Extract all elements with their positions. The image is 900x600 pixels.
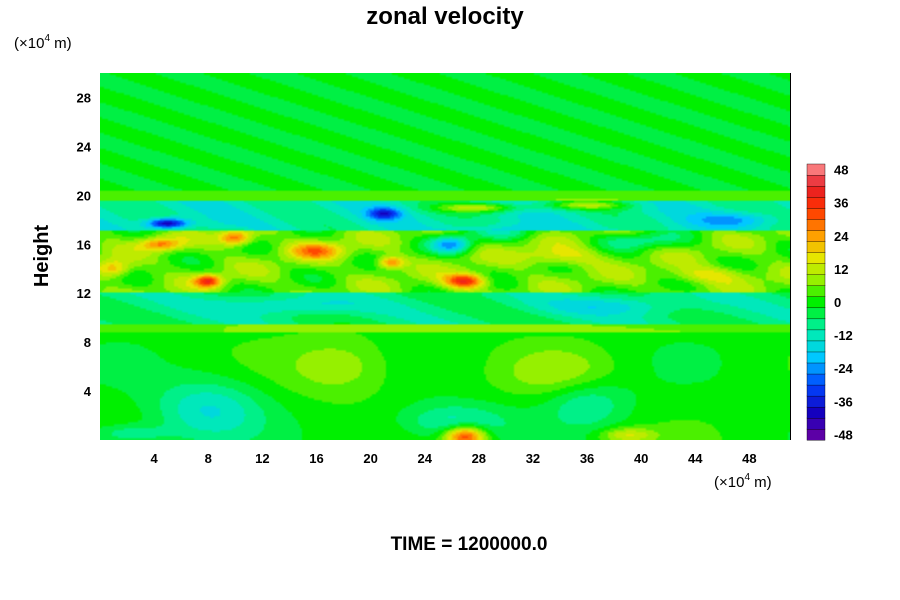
y-tick-label: 24 [77, 139, 92, 154]
y-axis-unit-label: (×104 m) [14, 33, 72, 52]
colorbar-segment [806, 207, 826, 220]
colorbar-segment [806, 384, 826, 397]
x-tick-label: 44 [688, 451, 703, 466]
colorbar-segment [806, 241, 826, 253]
y-axis-ticks: 4 8 12 16 20 24 28 [77, 90, 92, 399]
colorbar-segment [806, 196, 826, 209]
colorbar-segment [806, 428, 826, 441]
colorbar-segment [806, 395, 826, 408]
colorbar-segment [806, 185, 826, 198]
y-tick-label: 28 [77, 90, 91, 105]
x-axis-ticks: 4 8 12 16 20 24 28 32 36 40 44 48 [151, 451, 757, 466]
x-tick-label: 24 [417, 451, 432, 466]
y-tick-label: 16 [77, 237, 91, 252]
y-tick-label: 12 [77, 286, 91, 301]
colorbar-segment [806, 296, 826, 309]
colorbar-segment [806, 218, 826, 231]
colorbar-segment [806, 417, 826, 430]
colorbar-segment [806, 174, 826, 187]
colorbar-segment [806, 351, 826, 364]
colorbar-segment [806, 230, 826, 242]
heatmap-field [100, 73, 790, 440]
colorbar-tick-label: -36 [834, 394, 853, 409]
colorbar-tick-label: 36 [834, 196, 848, 211]
y-tick-label: 4 [84, 384, 92, 399]
y-axis-label: Height [31, 225, 53, 288]
colorbar-tick-label: 24 [834, 229, 849, 244]
plot-area [100, 73, 791, 440]
colorbar-segment [806, 274, 826, 286]
colorbar-tick-label: -24 [834, 361, 854, 376]
colorbar-tick-label: -12 [834, 328, 853, 343]
x-tick-label: 20 [363, 451, 377, 466]
x-tick-label: 16 [309, 451, 323, 466]
colorbar-segment [806, 362, 826, 375]
x-tick-label: 36 [580, 451, 594, 466]
x-tick-label: 48 [742, 451, 756, 466]
colorbar-tick-label: -48 [834, 427, 853, 442]
time-label: TIME = 1200000.0 [391, 534, 548, 555]
colorbar-segment [806, 373, 826, 386]
x-axis-unit-label: (×104 m) [714, 472, 772, 491]
colorbar-segment [806, 307, 826, 320]
colorbar-tick-label: 48 [834, 163, 848, 178]
x-tick-label: 32 [526, 451, 540, 466]
y-tick-label: 20 [77, 188, 91, 203]
colorbar-segment [806, 406, 826, 419]
y-tick-label: 8 [84, 335, 91, 350]
colorbar-segment [806, 163, 826, 176]
chart-title: zonal velocity [366, 3, 524, 30]
colorbar-segment [806, 318, 826, 331]
colorbar-segment [806, 252, 826, 264]
colorbar-segment [806, 285, 826, 297]
x-tick-label: 12 [255, 451, 269, 466]
colorbar-ticks: 48 36 24 12 0 -12 -24 -36 -48 [834, 163, 854, 443]
x-tick-label: 4 [151, 451, 159, 466]
colorbar-tick-label: 12 [834, 262, 848, 277]
x-tick-label: 40 [634, 451, 648, 466]
colorbar-segment [806, 263, 826, 275]
x-tick-label: 28 [472, 451, 486, 466]
colorbar-tick-label: 0 [834, 295, 841, 310]
colorbar-segment [806, 340, 826, 353]
colorbar [806, 163, 826, 441]
x-tick-label: 8 [205, 451, 212, 466]
colorbar-segment [806, 329, 826, 342]
